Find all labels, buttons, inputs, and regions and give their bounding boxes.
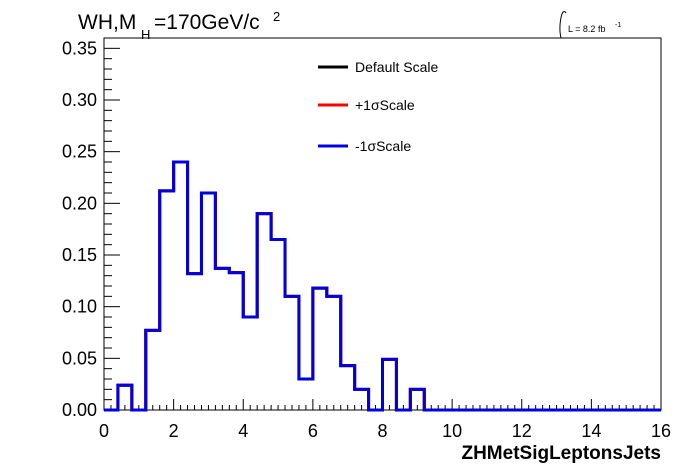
x-tick-label: 8 <box>377 421 387 441</box>
y-tick-label: 0.00 <box>62 400 97 420</box>
luminosity-superscript: -1 <box>615 22 621 29</box>
y-tick-label: 0.25 <box>62 142 97 162</box>
y-tick-label: 0.30 <box>62 90 97 110</box>
series-layer <box>104 160 661 412</box>
luminosity-label: L = 8.2 fb <box>568 24 605 34</box>
chart-title: WH,M <box>78 11 136 34</box>
chart-title-rest: =170GeV/c <box>154 11 260 34</box>
x-tick-label: 0 <box>99 421 109 441</box>
y-tick-label: 0.15 <box>62 245 97 265</box>
legend-label: -1σScale <box>355 138 411 154</box>
y-tick-label: 0.10 <box>62 297 97 317</box>
x-tick-label: 2 <box>169 421 179 441</box>
x-tick-labels: 0 2 4 6 8 10 12 14 16 <box>99 421 671 441</box>
legend-label: +1σScale <box>355 97 415 113</box>
x-tick-label: 16 <box>651 421 671 441</box>
x-tick-label: 14 <box>581 421 601 441</box>
legend: Default Scale +1σScale -1σScale <box>318 59 438 154</box>
y-tick-label: 0.05 <box>62 348 97 368</box>
chart-title-superscript: 2 <box>273 9 280 24</box>
y-tick-label: 0.20 <box>62 193 97 213</box>
x-axis-title: ZHMetSigLeptonsJets <box>461 443 661 464</box>
legend-label: Default Scale <box>355 59 438 75</box>
x-tick-label: 10 <box>442 421 462 441</box>
integral-sign <box>559 11 567 39</box>
y-tick-label: 0.35 <box>62 38 97 58</box>
chart-title-subscript: H <box>141 27 150 42</box>
x-tick-label: 4 <box>238 421 248 441</box>
series-line <box>104 160 661 412</box>
y-tick-labels: 0.00 0.05 0.10 0.15 0.20 0.25 0.30 0.35 <box>62 38 97 420</box>
x-tick-label: 12 <box>512 421 532 441</box>
x-tick-label: 6 <box>308 421 318 441</box>
